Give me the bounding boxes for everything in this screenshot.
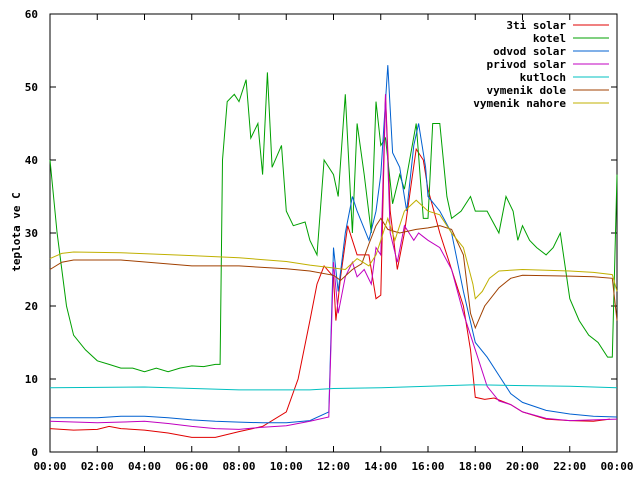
x-tick-label: 22:00: [553, 460, 586, 473]
series-line-privod-solar: [49, 94, 618, 430]
series-line-kutloch: [49, 384, 618, 391]
y-tick-label: 50: [25, 81, 38, 94]
legend-label: privod solar: [487, 58, 567, 71]
series-lines: [49, 65, 618, 438]
x-tick-label: 12:00: [317, 460, 350, 473]
x-tick-label: 08:00: [222, 460, 255, 473]
y-tick-label: 60: [25, 8, 38, 21]
x-tick-label: 02:00: [81, 460, 114, 473]
series-line-3ti-solar: [49, 94, 610, 438]
legend-label: odvod solar: [493, 45, 566, 58]
legend-label: vymenik dole: [487, 84, 567, 97]
x-tick-label: 20:00: [506, 460, 539, 473]
series-line-kotel: [49, 72, 618, 373]
x-tick-label: 14:00: [364, 460, 397, 473]
axes: 0 10 20 30 40 50 60 00:00 02:00 04:00 06:00 08:00 10…: [25, 8, 634, 473]
y-tick-label: 10: [25, 373, 38, 386]
x-tick-label: 04:00: [128, 460, 161, 473]
x-tick-label: 10:00: [270, 460, 303, 473]
x-tick-label: 00:00: [600, 460, 633, 473]
y-tick-label: 0: [31, 446, 38, 459]
y-axis-label: teplota ve C: [10, 192, 23, 271]
y-tick-label: 30: [25, 227, 38, 240]
series-line-vymenik-nahore: [49, 199, 618, 300]
x-tick-label: 16:00: [411, 460, 444, 473]
y-tick-label: 40: [25, 154, 38, 167]
legend-label: kotel: [533, 32, 566, 45]
x-tick-label: 00:00: [33, 460, 66, 473]
legend-label: 3ti solar: [506, 19, 566, 32]
y-tick-label: 20: [25, 300, 38, 313]
x-tick-label: 06:00: [175, 460, 208, 473]
x-tick-label: 18:00: [459, 460, 492, 473]
legend-label: kutloch: [520, 71, 566, 84]
legend-label: vymenik nahore: [473, 97, 566, 110]
series-line-vymenik-dole: [49, 217, 618, 330]
